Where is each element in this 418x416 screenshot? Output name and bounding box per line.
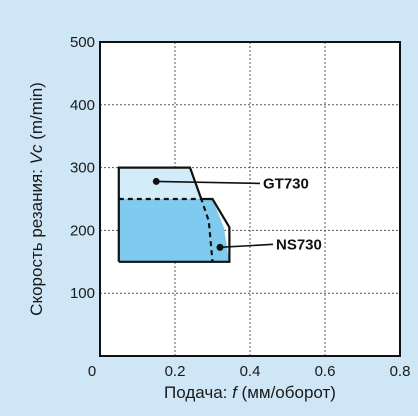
callouts: GT730 NS730 [152, 175, 322, 253]
x-tick-label: 0.2 [165, 363, 186, 380]
plot-frame [99, 41, 401, 357]
x-tick-label: 0 [88, 363, 96, 380]
region-boundaries [117, 166, 231, 263]
regions [118, 167, 230, 262]
y-tick-label: 300 [70, 160, 95, 177]
y-axis-label: Скорость резания: Vc (m/min) [27, 82, 46, 316]
y-tick-label: 500 [70, 34, 95, 51]
x-tick-labels: 0 0.2 0.4 0.6 0.8 [88, 363, 411, 380]
region-gt730 [118, 167, 202, 262]
x-tick-label: 0.8 [390, 363, 411, 380]
y-tick-label: 400 [70, 97, 95, 114]
callout-line [219, 243, 274, 249]
grid-lines [100, 42, 400, 356]
callout-line [156, 180, 261, 185]
y-tick-label: 100 [70, 285, 95, 302]
y-tick-labels: 100 200 300 400 500 [70, 34, 95, 302]
y-tick-label: 200 [70, 222, 95, 239]
x-axis-label: Подача: f (мм/оборот) [164, 383, 336, 402]
outline-boundary [117, 166, 231, 263]
x-tick-label: 0.4 [240, 363, 261, 380]
region-ns730 [118, 199, 230, 262]
callout-label-gt730: GT730 [263, 175, 309, 192]
callout-label-ns730: NS730 [276, 236, 322, 253]
inner-dashed-boundary [118, 197, 214, 262]
x-tick-label: 0.6 [315, 363, 336, 380]
